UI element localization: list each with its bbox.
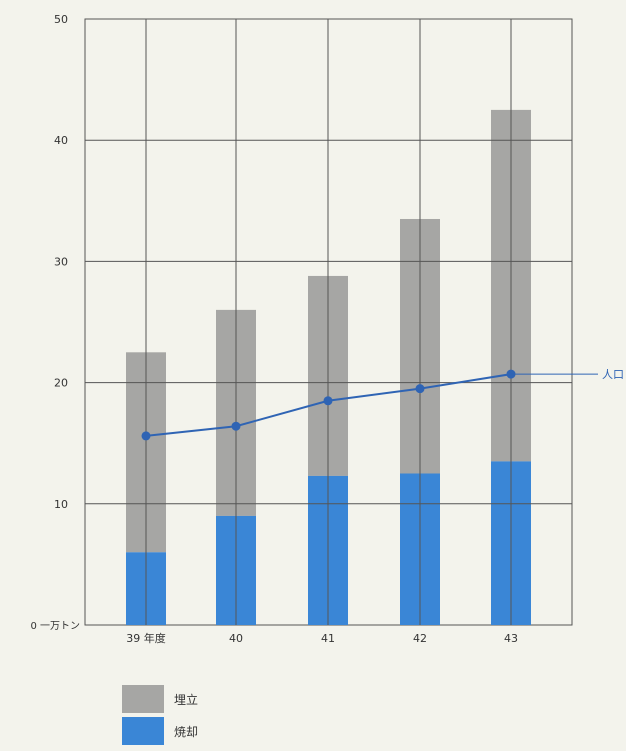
x-tick-0: 39 年度 [126,631,166,645]
legend-label-burn: 焼却 [174,724,199,739]
legend-swatch-burn [122,717,164,745]
y-tick-50: 50 [54,13,68,26]
y-tick-10: 10 [54,498,68,511]
x-tick-4: 43 [504,632,518,645]
legend-item-landfill: 埋立 [122,683,198,715]
legend-label-landfill: 埋立 [174,692,199,707]
legend: 埋立 焼却 [122,683,198,747]
y-tick-30: 30 [54,255,68,268]
y-tick-40: 40 [54,134,68,147]
line-point-3 [415,384,425,394]
y-tick-20: 20 [54,377,68,390]
legend-item-burn: 焼却 [122,715,198,747]
legend-swatch-landfill [122,685,164,713]
x-tick-3: 42 [413,632,427,645]
x-tick-1: 40 [229,632,243,645]
line-point-0 [141,431,151,441]
line-point-1 [231,421,241,431]
line-point-2 [323,396,333,406]
x-tick-2: 41 [321,632,335,645]
line-label-population: 人口 [602,368,624,381]
y-zero-label: 0 一万トン [30,621,80,632]
